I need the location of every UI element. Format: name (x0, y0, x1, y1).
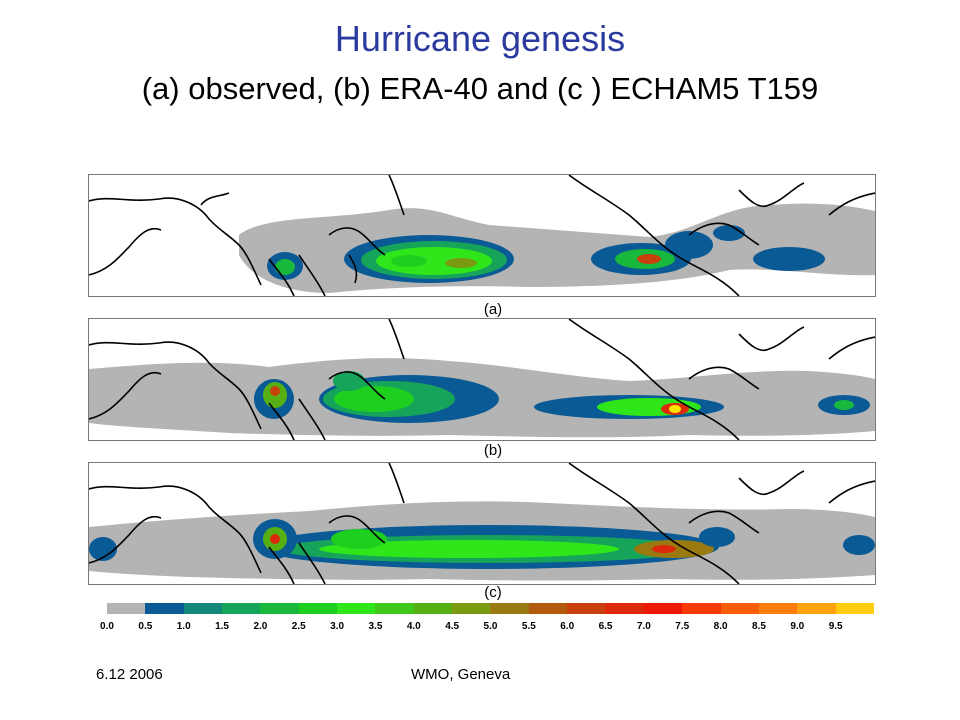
colorbar-swatch (567, 603, 606, 614)
genesis-contour (843, 535, 875, 555)
colorbar-swatch (183, 603, 223, 614)
genesis-contour (753, 247, 825, 271)
colorbar-tick-label: 4.5 (445, 621, 460, 632)
genesis-contour (445, 258, 477, 268)
colorbar-tick-label: 1.0 (176, 621, 191, 632)
colorbar-swatch (835, 603, 874, 614)
genesis-contour (652, 545, 676, 553)
genesis-contour (834, 400, 854, 410)
footer-date: 6.12 2006 (96, 666, 163, 683)
map-panel-echam5 (88, 462, 876, 585)
colorbar-tick-label: 5.0 (483, 621, 498, 632)
genesis-contour (669, 405, 681, 413)
genesis-contour (713, 225, 745, 241)
genesis-map-a (89, 175, 875, 296)
genesis-contour (391, 255, 427, 267)
colorbar-swatch (797, 603, 836, 614)
genesis-contour (270, 534, 280, 544)
genesis-map-b (89, 319, 875, 440)
colorbar-swatch (413, 603, 453, 614)
genesis-contour (275, 259, 295, 275)
map-panel-observed (88, 174, 876, 297)
colorbar-swatch (528, 603, 568, 614)
colorbar-tick-label: 4.0 (406, 621, 421, 632)
colorbar-tick-label: 1.5 (215, 621, 229, 632)
colorbar-tick-label: 0.5 (138, 621, 153, 632)
genesis-contour (333, 371, 365, 391)
colorbar-swatch (720, 603, 759, 614)
genesis-contour (270, 386, 280, 396)
colorbar-tick-label: 2.0 (253, 621, 268, 632)
genesis-contour (89, 537, 117, 561)
genesis-map-c (89, 463, 875, 584)
colorbar-swatch (643, 603, 683, 614)
colorbar-tick-label: 9.0 (790, 621, 805, 632)
colorbar-swatch (145, 603, 184, 614)
colorbar-tick-label: 7.5 (675, 621, 690, 632)
colorbar-swatch (682, 603, 721, 614)
slide-title: Hurricane genesis (334, 18, 626, 59)
genesis-contour (334, 386, 414, 412)
coastlines (89, 463, 875, 584)
colorbar-swatch (375, 603, 414, 614)
colorbar-tick-label: 2.5 (291, 621, 306, 632)
colorbar-tick-label: 8.5 (751, 621, 766, 632)
colorbar-tick-label: 3.0 (330, 621, 345, 632)
colorbar-swatch (605, 603, 644, 614)
genesis-contour (637, 254, 661, 264)
colorbar (107, 603, 874, 614)
genesis-contour (699, 527, 735, 547)
panel-label-a: (a) (483, 301, 503, 318)
colorbar-swatch (758, 603, 798, 614)
slide-subtitle: (a) observed, (b) ERA-40 and (c ) ECHAM5… (141, 71, 819, 106)
colorbar-tick-label: 5.5 (521, 621, 536, 632)
genesis-contour (319, 540, 619, 558)
colorbar-swatch (222, 603, 261, 614)
colorbar-swatch (107, 603, 146, 614)
genesis-contour (331, 529, 387, 549)
genesis-contour (376, 247, 492, 275)
coastlines (89, 319, 875, 440)
map-panel-era40 (88, 318, 876, 441)
colorbar-tick-label: 6.0 (560, 621, 575, 632)
panel-label-c: (c) (484, 584, 502, 601)
colorbar-swatch (337, 603, 376, 614)
panel-label-b: (b) (483, 442, 503, 459)
colorbar-swatch (260, 603, 299, 614)
colorbar-tick-label: 0.0 (100, 621, 114, 632)
colorbar-tick-label: 9.5 (828, 621, 843, 632)
colorbar-swatch (298, 603, 338, 614)
colorbar-swatch (490, 603, 529, 614)
genesis-contour (665, 231, 713, 259)
colorbar-tick-label: 6.5 (598, 621, 613, 632)
colorbar-tick-label: 3.5 (368, 621, 383, 632)
colorbar-tick-label: 8.0 (713, 621, 728, 632)
coastlines (89, 175, 875, 296)
colorbar-tick-label: 7.0 (636, 621, 651, 632)
footer-venue: WMO, Geneva (411, 666, 511, 683)
colorbar-swatch (452, 603, 491, 614)
